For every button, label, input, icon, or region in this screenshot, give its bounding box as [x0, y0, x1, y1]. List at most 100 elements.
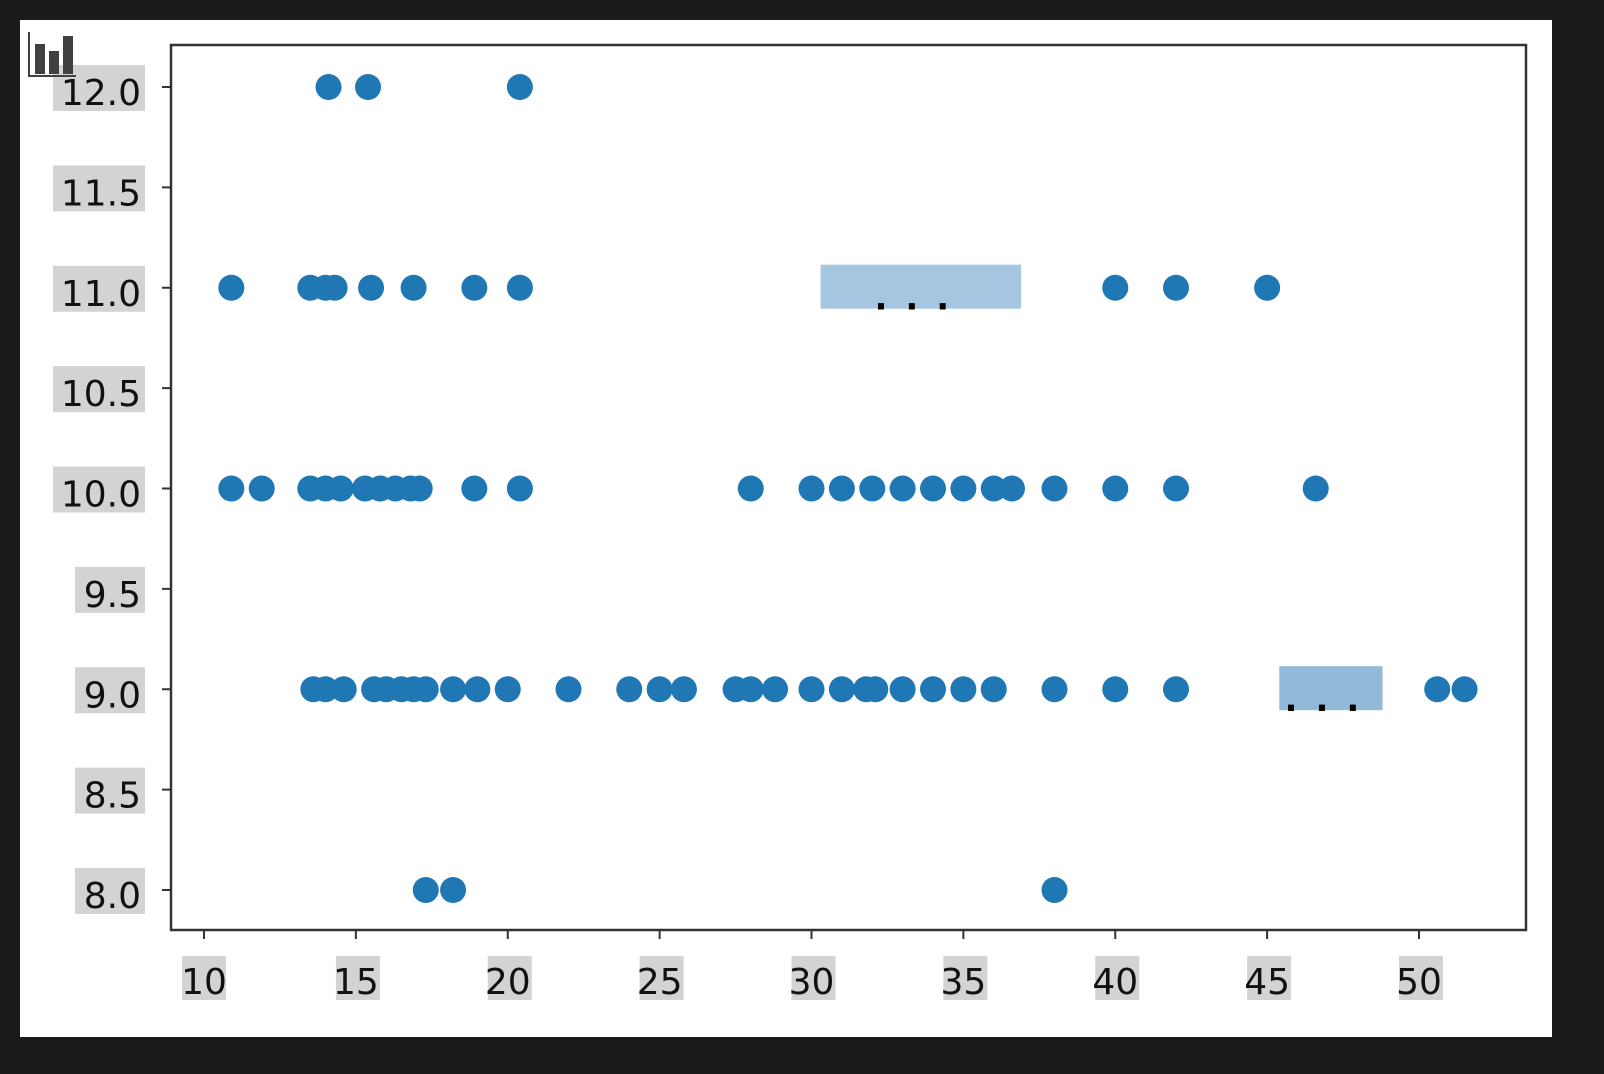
data-point — [646, 676, 673, 703]
data-point — [920, 676, 946, 703]
y-tick-label-bg — [75, 767, 145, 814]
data-point — [737, 676, 764, 703]
chart-icon — [28, 32, 76, 77]
data-point — [889, 475, 916, 502]
data-point — [1041, 475, 1068, 502]
data-point — [1451, 676, 1478, 703]
x-tick-label-bg — [182, 956, 226, 1000]
x-tick-label: 15 — [333, 962, 379, 1003]
y-tick-label-bg — [53, 466, 145, 513]
data-point — [737, 475, 764, 502]
x-tick-label-bg — [335, 956, 380, 1000]
x-tick-label: 50 — [1396, 962, 1442, 1003]
data-point — [828, 475, 855, 502]
y-tick-label: 9.0 — [84, 675, 141, 716]
y-tick-label-bg — [75, 868, 145, 914]
x-tick-label-bg — [1247, 956, 1292, 1000]
data-point — [1302, 475, 1329, 502]
x-tick-label-bg — [1095, 956, 1140, 1000]
data-point — [762, 676, 789, 703]
data-point — [461, 475, 488, 502]
y-tick-label: 8.0 — [84, 876, 141, 917]
y-tick-label: 11.0 — [61, 274, 141, 315]
data-point — [440, 877, 467, 903]
y-tick-label: 9.5 — [84, 575, 141, 616]
overlay-box — [820, 264, 1022, 309]
data-point — [859, 475, 886, 502]
data-point — [1102, 676, 1129, 703]
y-tick-label: 10.5 — [61, 374, 141, 415]
data-point — [670, 676, 697, 703]
data-point — [218, 475, 245, 502]
data-point — [862, 676, 889, 703]
data-point — [506, 274, 533, 301]
data-point — [494, 676, 521, 703]
data-point — [1163, 475, 1189, 502]
data-point — [1163, 274, 1189, 301]
overlay-box — [1279, 666, 1383, 711]
data-point — [461, 274, 488, 301]
data-point — [1102, 475, 1129, 502]
data-point — [798, 676, 825, 703]
x-tick-label: 10 — [181, 962, 227, 1003]
data-point — [998, 475, 1025, 502]
x-tick-label: 35 — [940, 962, 986, 1003]
y-tick-label: 10.0 — [61, 475, 141, 516]
data-point — [406, 475, 433, 502]
data-point — [555, 676, 582, 703]
y-tick-label-bg — [53, 366, 145, 413]
y-tick-label-bg — [53, 165, 145, 212]
chart-frame: 10 15 20 25 30 35 40 45 50 8.0 8.5 9.0 9.5 10.0 10.5 11… — [20, 20, 1552, 1037]
overlay-ellipsis: ... — [1285, 680, 1378, 720]
y-tick-label: 8.5 — [84, 776, 141, 817]
overlay-ellipsis: ... — [874, 279, 967, 319]
data-point — [312, 676, 339, 703]
data-point — [506, 74, 533, 100]
scatter-chart: 10 15 20 25 30 35 40 45 50 8.0 8.5 9.0 9.5 10.0 10.5 11… — [28, 32, 1528, 1003]
data-point — [798, 475, 825, 502]
y-tick-label-bg — [75, 566, 145, 613]
data-point — [1041, 877, 1068, 903]
data-point — [412, 676, 439, 703]
data-point — [1424, 676, 1451, 703]
data-point — [1041, 676, 1068, 703]
data-point — [506, 475, 533, 502]
x-tick-label-bg — [1399, 956, 1443, 1000]
y-tick-label: 12.0 — [61, 73, 141, 114]
x-tick-label: 40 — [1092, 962, 1138, 1003]
data-point — [1254, 274, 1281, 301]
x-tick-label-bg — [487, 956, 532, 1000]
x-tick-label: 30 — [789, 962, 835, 1003]
data-point — [950, 475, 977, 502]
data-point — [248, 475, 275, 502]
data-point — [330, 676, 357, 703]
data-point — [980, 676, 1007, 703]
data-point — [616, 676, 643, 703]
x-tick-label-bg — [943, 956, 988, 1000]
data-point — [321, 274, 348, 301]
data-point — [920, 475, 946, 502]
x-tick-label-bg — [639, 956, 684, 1000]
y-tick-label: 11.5 — [61, 173, 141, 214]
data-point — [412, 877, 439, 903]
x-tick-label: 45 — [1244, 962, 1290, 1003]
x-tick-label-bg — [791, 956, 836, 1000]
data-point — [315, 74, 342, 100]
data-point — [1102, 274, 1129, 301]
data-point — [1163, 676, 1189, 703]
data-point — [358, 274, 385, 301]
data-point — [950, 676, 977, 703]
x-tick-label: 25 — [637, 962, 683, 1003]
data-point — [440, 676, 467, 703]
y-tick-label-bg — [53, 265, 145, 312]
data-point — [218, 274, 245, 301]
y-tick-label-bg — [75, 667, 145, 714]
data-point — [464, 676, 491, 703]
data-point — [355, 74, 382, 100]
data-point — [327, 475, 354, 502]
data-point — [400, 274, 427, 301]
x-tick-label: 20 — [485, 962, 531, 1003]
data-point — [828, 676, 855, 703]
data-point — [889, 676, 916, 703]
data-point — [980, 475, 1007, 502]
